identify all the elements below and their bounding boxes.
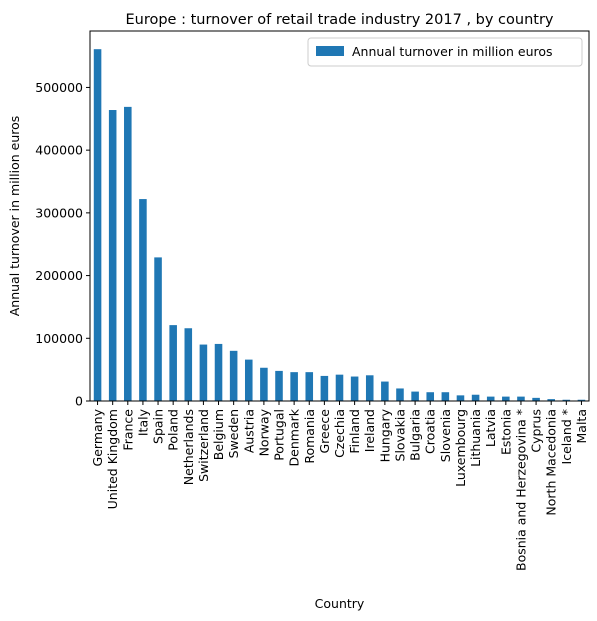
x-tick-label: France (120, 409, 135, 451)
x-tick-label: Netherlands (181, 409, 196, 485)
x-tick-label: Spain (151, 409, 166, 444)
x-tick-label: United Kingdom (105, 409, 120, 509)
x-tick-label: Italy (135, 408, 150, 436)
x-tick-label: Germany (90, 408, 105, 466)
bar (411, 391, 419, 401)
bar (396, 388, 404, 401)
x-tick-label: Norway (256, 408, 271, 456)
y-tick-label: 200000 (35, 268, 83, 283)
x-tick-label: Luxembourg (453, 409, 468, 487)
x-tick-label: Czechia (332, 409, 347, 458)
x-tick-label: Greece (317, 409, 332, 454)
x-tick-label: Finland (347, 409, 362, 454)
bars-group (93, 49, 586, 402)
legend: Annual turnover in million euros (307, 37, 583, 67)
x-tick-label: Lithuania (468, 409, 483, 467)
bar (441, 392, 450, 401)
bar (290, 372, 298, 401)
x-tick-label: Croatia (423, 409, 438, 454)
x-axis-label: Country (315, 596, 365, 611)
bar (229, 350, 238, 401)
y-tick-label: 500000 (35, 80, 83, 95)
legend-swatch (316, 46, 344, 56)
x-tick-label: Iceland * (559, 409, 574, 464)
x-tick-label: Portugal (272, 409, 287, 461)
bar (139, 199, 147, 401)
x-tick-label: Latvia (483, 409, 498, 447)
x-tick-label: Austria (241, 409, 256, 453)
x-tick-label: Poland (166, 409, 181, 451)
bar (124, 106, 132, 401)
bar (108, 110, 117, 402)
bar (214, 343, 223, 401)
x-tick-label: Estonia (498, 409, 513, 455)
y-axis-label: Annual turnover in million euros (7, 116, 22, 317)
bar (517, 396, 525, 401)
bar (547, 399, 555, 401)
x-tick-label: Bulgaria (408, 409, 423, 461)
bar (502, 396, 510, 401)
bar (184, 328, 193, 401)
x-tick-label: Belgium (211, 409, 226, 460)
bar (305, 372, 314, 401)
x-tick-label: Ireland (362, 409, 377, 452)
y-tick-label: 100000 (35, 331, 83, 346)
bar (365, 375, 374, 401)
bar (93, 49, 102, 401)
x-tick-label: Cyprus (529, 409, 544, 453)
bar (426, 392, 435, 401)
bar (275, 370, 283, 401)
bar (486, 396, 495, 401)
x-tick-label: Bosnia and Herzegovina * (513, 409, 528, 571)
bar (260, 367, 268, 401)
x-tick-label: Slovenia (438, 409, 453, 462)
y-tick-label: 300000 (35, 205, 83, 220)
bar (471, 394, 480, 401)
plot-frame (89, 30, 590, 402)
y-tick-label: 400000 (35, 143, 83, 158)
bar (577, 399, 586, 401)
bar (381, 381, 389, 401)
x-axis: Germany United Kingdom France Italy Spain Pol… (90, 401, 589, 571)
bar (456, 395, 465, 401)
bar (154, 257, 162, 401)
y-tick-label: 0 (75, 394, 83, 409)
x-tick-label: Slovakia (392, 409, 407, 461)
bar (169, 325, 177, 401)
bar (335, 374, 344, 401)
x-tick-label: Sweden (226, 409, 241, 458)
x-tick-label: Romania (302, 409, 317, 464)
x-tick-label: Switzerland (196, 409, 211, 482)
bar (562, 399, 571, 401)
bar (350, 376, 359, 401)
x-tick-label: Hungary (377, 408, 392, 462)
x-tick-label: North Macedonia (544, 409, 559, 516)
legend-label: Annual turnover in million euros (352, 44, 553, 59)
bar (244, 359, 253, 401)
bar (199, 344, 208, 401)
y-axis: 0 100000 200000 300000 400000 500000 (35, 80, 90, 409)
bar (532, 397, 540, 401)
chart-title: Europe : turnover of retail trade indust… (125, 12, 553, 28)
legend-box (307, 37, 583, 67)
x-tick-label: Malta (574, 409, 589, 443)
bar (320, 375, 329, 401)
x-tick-label: Denmark (287, 408, 302, 466)
